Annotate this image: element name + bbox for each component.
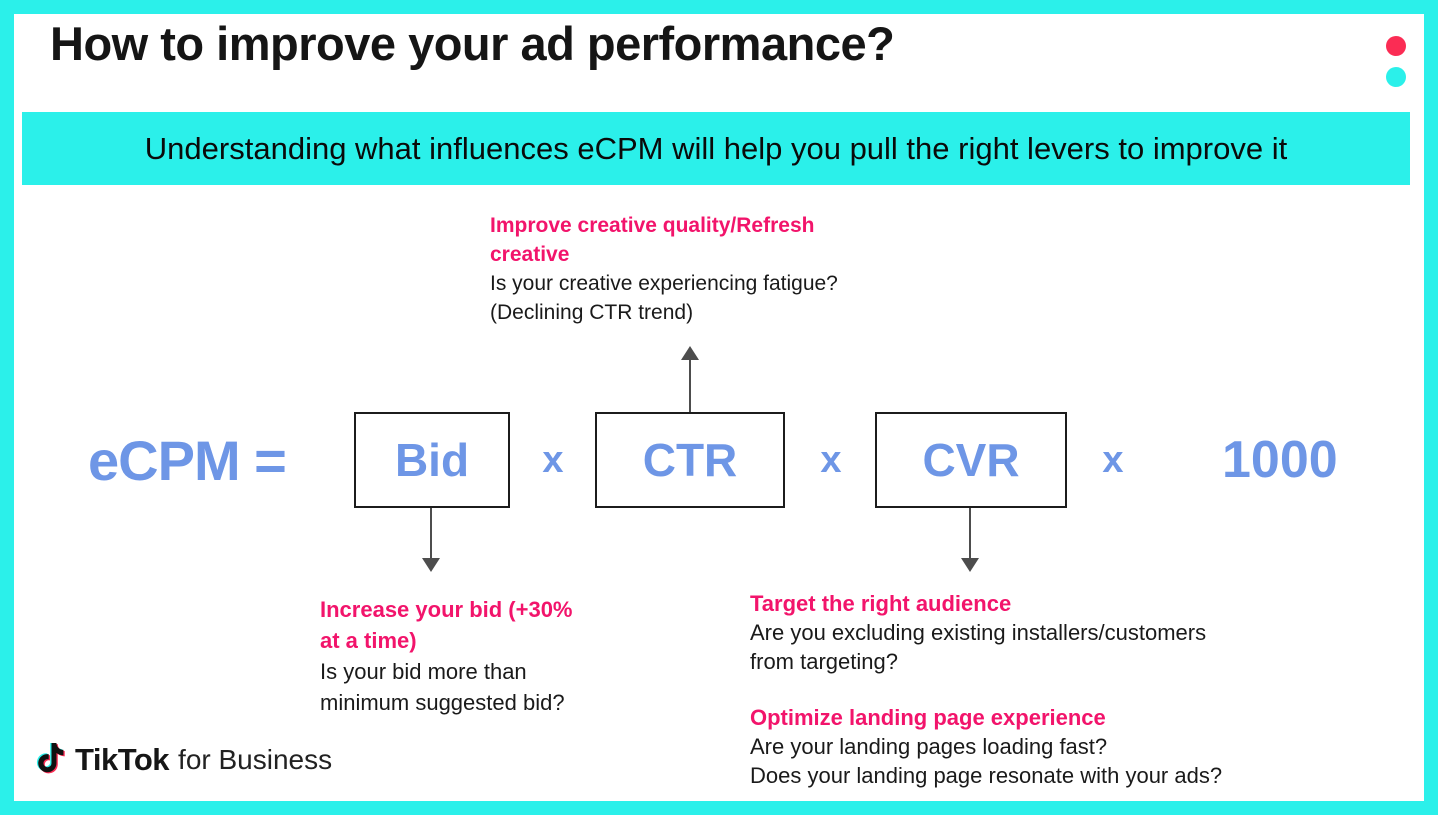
annotation-creative-body: Is your creative experiencing fatigue? (… [490,272,838,324]
arrow-head-icon [961,558,979,572]
brand-wordmark: TikTok [75,742,170,777]
formula-operator: x [542,438,564,481]
annotation-landing-body: Are your landing pages loading fast? Doe… [750,734,1223,788]
red-dot-icon [1386,36,1406,56]
page-title: How to improve your ad performance? [50,17,895,70]
annotation-landing-heading: Optimize landing page experience [750,705,1106,730]
arrow-down-cvr-icon [961,508,979,572]
formula-operator: x [1102,438,1124,481]
annotation-creative-heading: Improve creative quality/Refresh creativ… [490,214,815,266]
formula-lhs: eCPM = [88,428,287,492]
brand-suffix: for Business [178,744,333,775]
annotation-bid-body: Is your bid more than minimum suggested … [320,659,565,715]
arrow-stem [689,360,691,413]
annotation-cvr: Target the right audience Are you exclud… [750,589,1222,790]
arrow-stem [430,508,432,558]
formula-operator: x [820,438,842,481]
arrow-stem [969,508,971,558]
arrow-head-icon [681,346,699,360]
tiktok-for-business-logo: TikTok for Business [36,742,332,778]
annotation-bid: Increase your bid (+30% at a time) Is yo… [320,594,573,718]
cyan-dot-icon [1386,67,1406,87]
arrow-up-ctr-icon [681,346,699,413]
arrow-head-icon [422,558,440,572]
annotation-creative: Improve creative quality/Refresh creativ… [490,211,838,327]
tiktok-note-icon [36,743,65,774]
annotation-audience-heading: Target the right audience [750,591,1012,616]
formula-term-ctr: CTR [595,412,785,508]
annotation-audience-body: Are you excluding existing installers/cu… [750,620,1207,674]
subtitle-banner: Understanding what influences eCPM will … [22,112,1410,185]
arrow-down-bid-icon [422,508,440,572]
formula-term-bid: Bid [354,412,510,508]
annotation-bid-heading: Increase your bid (+30% at a time) [320,597,573,653]
formula-constant: 1000 [1222,431,1338,489]
formula-term-cvr: CVR [875,412,1067,508]
